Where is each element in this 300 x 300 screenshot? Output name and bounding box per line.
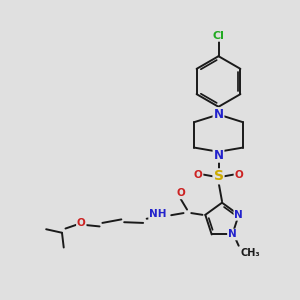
Text: N: N bbox=[234, 210, 243, 220]
Text: O: O bbox=[176, 188, 185, 198]
Text: O: O bbox=[235, 169, 243, 180]
Text: N: N bbox=[214, 108, 224, 121]
Text: N: N bbox=[214, 149, 224, 162]
Text: CH₃: CH₃ bbox=[241, 248, 260, 258]
Text: N: N bbox=[228, 230, 237, 239]
Text: S: S bbox=[214, 169, 224, 183]
Text: Cl: Cl bbox=[213, 31, 224, 41]
Text: O: O bbox=[194, 169, 203, 180]
Text: O: O bbox=[77, 218, 86, 228]
Text: NH: NH bbox=[149, 209, 167, 220]
